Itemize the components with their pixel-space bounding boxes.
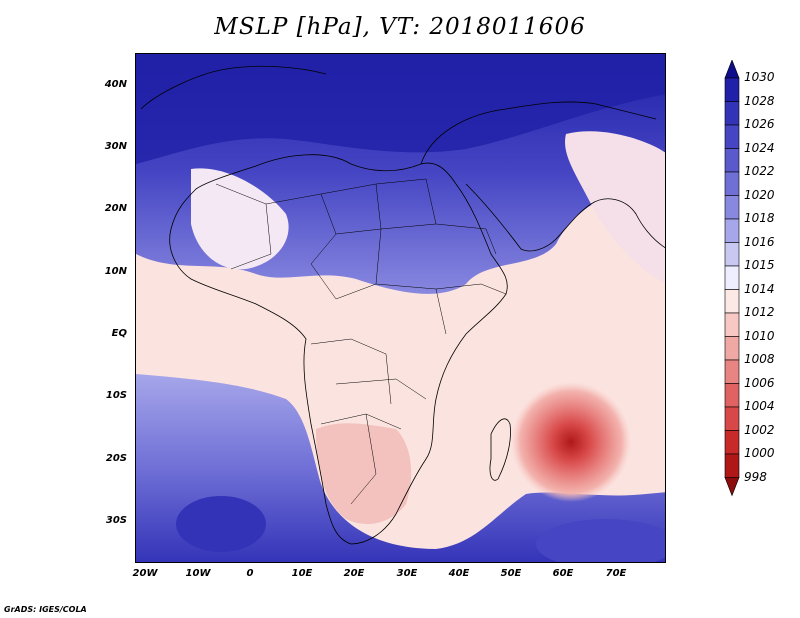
- lon-label-60e: 60E: [552, 568, 574, 579]
- colorbar-swatch: [724, 336, 740, 361]
- lon-label-10w: 10W: [185, 568, 211, 579]
- colorbar-swatch: [724, 430, 740, 455]
- colorbar-swatch: [724, 289, 740, 314]
- lon-label-40e: 40E: [448, 568, 470, 579]
- lon-label-30e: 30E: [396, 568, 418, 579]
- map-canvas: [136, 54, 665, 562]
- colorbar-level-label: 1008: [744, 352, 775, 366]
- colorbar-level-label: 1020: [744, 187, 775, 202]
- colorbar-swatch: [724, 265, 740, 290]
- colorbar-swatch: [724, 124, 740, 149]
- lat-label-10n: 10N: [104, 266, 127, 277]
- colorbar-level-label: 1004: [744, 399, 775, 413]
- colorbar-level-label: 1002: [744, 422, 775, 437]
- colorbar-swatch: [724, 101, 740, 126]
- south-indian-high: [536, 519, 665, 562]
- colorbar-swatch: [724, 359, 740, 384]
- colorbar-swatch: [724, 453, 740, 478]
- africa-coastline: [169, 154, 508, 545]
- europe-coastline: [140, 65, 327, 110]
- arabia-coastline: [465, 183, 665, 252]
- colorbar-level-label: 1030: [744, 70, 775, 84]
- colorbar-swatch: [724, 171, 740, 196]
- lon-label-70e: 70E: [605, 568, 627, 579]
- lat-label-30s: 30S: [105, 515, 127, 526]
- colorbar-level-label: 1028: [744, 93, 775, 108]
- lat-label-30n: 30N: [104, 141, 127, 152]
- lon-label-20w: 20W: [132, 568, 158, 579]
- colorbar-level-label: 1000: [744, 446, 775, 460]
- arabia-patch: [565, 131, 665, 283]
- colorbar-swatch: [724, 195, 740, 220]
- colorbar-level-label: 1012: [744, 305, 775, 319]
- colorbar-level-label: 1014: [744, 281, 775, 296]
- colorbar-level-label: 1018: [744, 211, 775, 225]
- colorbar-level-label: 1016: [744, 234, 775, 249]
- colorbar: [724, 60, 740, 497]
- colorbar-level-label: 1026: [744, 117, 775, 131]
- colorbar-level-label: 1006: [744, 375, 775, 390]
- pressure-map: [135, 53, 666, 563]
- colorbar-swatch: [724, 77, 740, 102]
- colorbar-level-label: 1024: [744, 140, 775, 155]
- footer-credit: GrADS: IGES/COLA: [4, 605, 87, 614]
- mediterranean-coastline: [420, 101, 657, 165]
- colorbar-level-label: 1015: [744, 258, 775, 272]
- indian-ocean-low: [511, 382, 631, 502]
- sahara-low: [191, 168, 289, 270]
- lat-label-20s: 20S: [105, 453, 127, 464]
- colorbar-swatch: [724, 218, 740, 243]
- northern-high-core: [136, 54, 665, 164]
- southern-africa-low: [316, 423, 412, 524]
- colorbar-level-label: 1010: [744, 328, 775, 343]
- lon-label-20e: 20E: [343, 568, 365, 579]
- madagascar-coastline: [489, 418, 511, 481]
- south-atlantic-high: [176, 496, 266, 552]
- colorbar-level-label: 998: [744, 469, 767, 484]
- country-borders: [215, 178, 507, 505]
- colorbar-swatch: [724, 406, 740, 431]
- lat-label-20n: 20N: [104, 203, 127, 214]
- lat-label-10s: 10S: [105, 390, 127, 401]
- lon-label-0: 0: [246, 568, 254, 579]
- lon-label-10e: 10E: [291, 568, 313, 579]
- colorbar-swatch: [724, 383, 740, 408]
- colorbar-swatch: [724, 242, 740, 267]
- lat-label-40n: 40N: [104, 79, 127, 90]
- chart-title: MSLP [hPa], VT: 2018011606: [214, 14, 586, 40]
- lat-label-eq: EQ: [111, 328, 127, 339]
- colorbar-level-label: 1022: [744, 164, 775, 178]
- colorbar-swatch: [724, 312, 740, 337]
- southern-high-pressure: [136, 374, 665, 562]
- lon-label-50e: 50E: [500, 568, 522, 579]
- colorbar-bottom-arrow: [724, 477, 740, 497]
- colorbar-top-arrow: [724, 60, 740, 79]
- colorbar-swatch: [724, 148, 740, 173]
